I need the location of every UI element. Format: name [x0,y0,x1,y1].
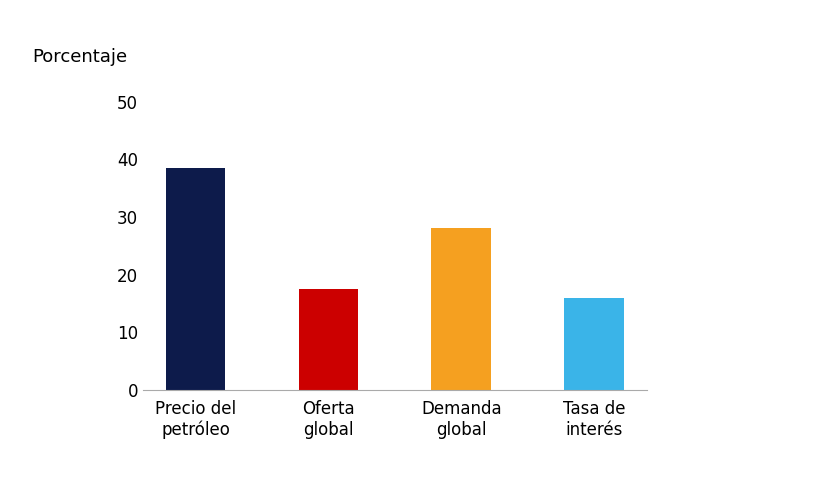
Bar [298,289,359,390]
Text: Porcentaje: Porcentaje [32,48,127,66]
Bar [564,298,624,390]
Bar [431,228,491,390]
Bar [165,168,225,390]
